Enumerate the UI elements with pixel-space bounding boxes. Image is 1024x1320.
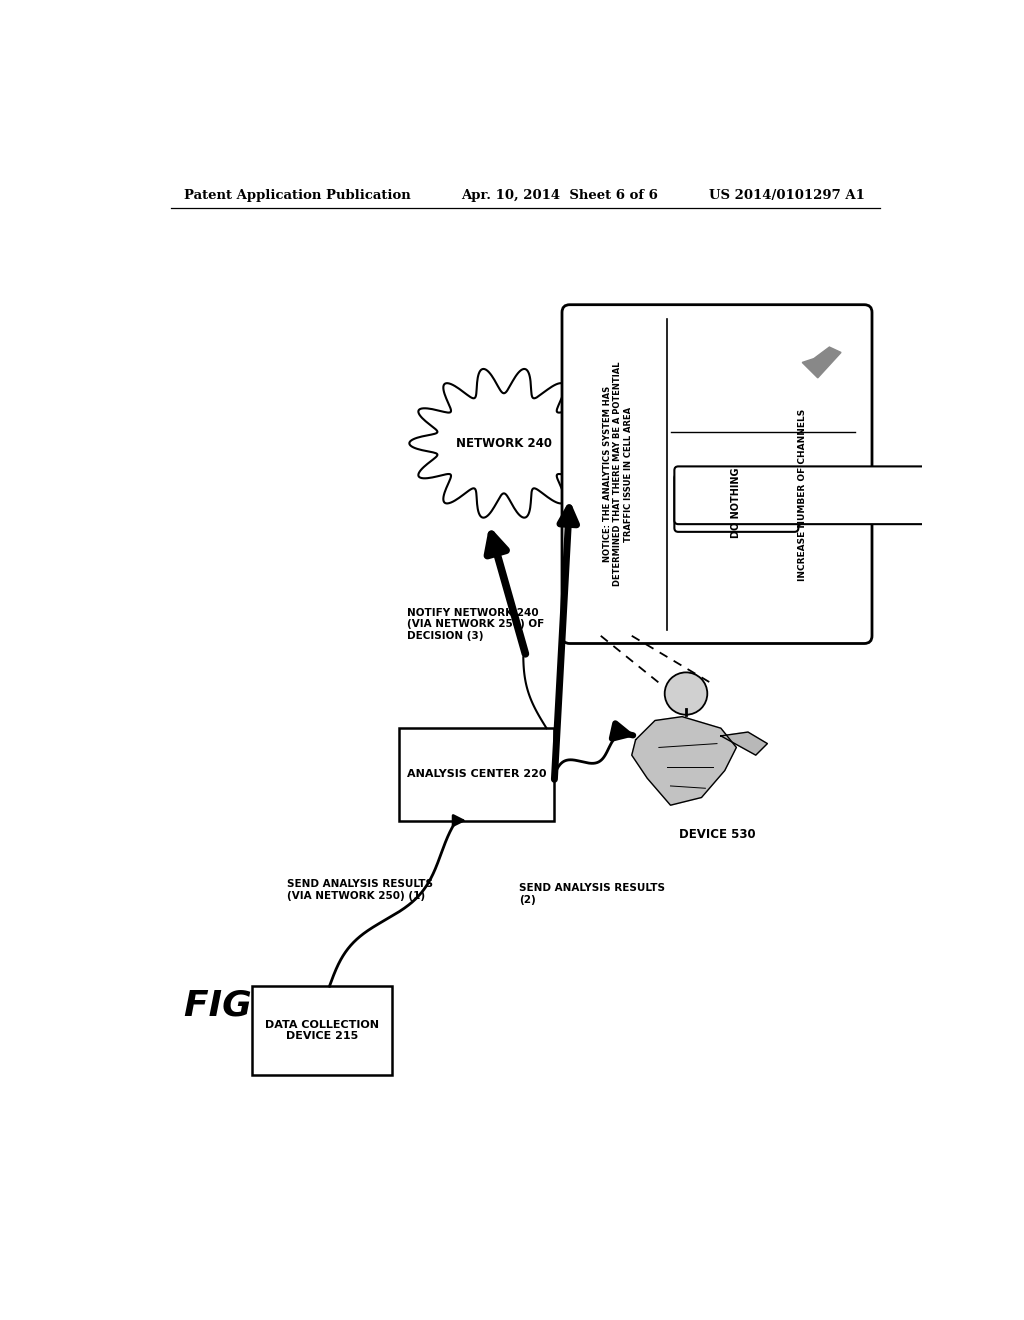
Text: DO NOTHING: DO NOTHING [731,467,741,539]
Text: NETWORK 240: NETWORK 240 [456,437,552,450]
Text: NOTICE: THE ANALYTICS SYSTEM HAS
DETERMINED THAT THERE MAY BE A POTENTIAL
TRAFFI: NOTICE: THE ANALYTICS SYSTEM HAS DETERMI… [603,362,633,586]
Text: FIG. 5B: FIG. 5B [183,989,331,1023]
FancyBboxPatch shape [562,305,872,644]
Text: DEVICE 530: DEVICE 530 [679,829,756,841]
Text: ANALYSIS CENTER 220: ANALYSIS CENTER 220 [407,770,547,779]
Ellipse shape [665,672,708,714]
FancyBboxPatch shape [675,474,799,532]
Text: US 2014/0101297 A1: US 2014/0101297 A1 [710,189,865,202]
Polygon shape [721,733,767,755]
Text: INCREASE NUMBER OF CHANNELS: INCREASE NUMBER OF CHANNELS [798,409,807,581]
FancyBboxPatch shape [399,729,554,821]
FancyBboxPatch shape [252,986,391,1074]
Text: Patent Application Publication: Patent Application Publication [183,189,411,202]
Polygon shape [410,368,598,517]
Polygon shape [802,347,841,378]
Text: DATA COLLECTION
DEVICE 215: DATA COLLECTION DEVICE 215 [265,1019,379,1041]
Text: Apr. 10, 2014  Sheet 6 of 6: Apr. 10, 2014 Sheet 6 of 6 [461,189,658,202]
Text: NOTIFY NETWORK 240
(VIA NETWORK 250) OF
DECISION (3): NOTIFY NETWORK 240 (VIA NETWORK 250) OF … [407,607,544,640]
Polygon shape [632,717,736,805]
Text: SEND ANALYSIS RESULTS
(2): SEND ANALYSIS RESULTS (2) [519,883,666,904]
FancyBboxPatch shape [675,466,930,524]
Text: SEND ANALYSIS RESULTS
(VIA NETWORK 250) (1): SEND ANALYSIS RESULTS (VIA NETWORK 250) … [287,879,433,900]
